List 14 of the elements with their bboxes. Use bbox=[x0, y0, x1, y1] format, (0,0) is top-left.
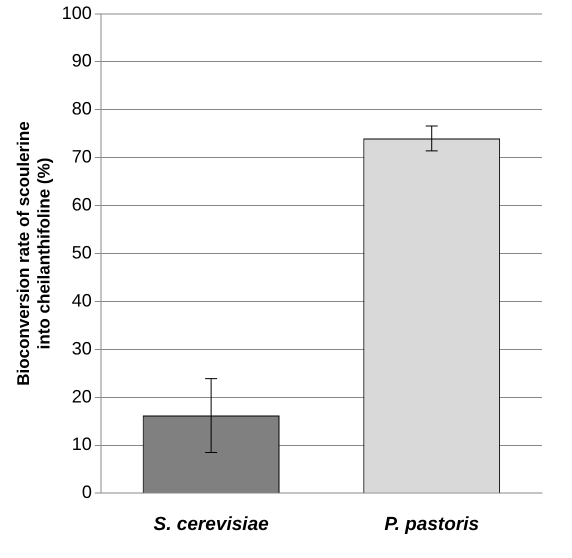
y-tick-label: 10 bbox=[72, 434, 92, 454]
y-tick-label: 30 bbox=[72, 338, 92, 358]
y-tick-label: 0 bbox=[82, 482, 92, 502]
y-tick-label: 50 bbox=[72, 242, 92, 262]
y-tick-label: 40 bbox=[72, 290, 92, 310]
y-tick-label: 100 bbox=[62, 2, 92, 23]
y-axis-title: Bioconversion rate of scoulerine into cheilanthifoline (%) bbox=[14, 121, 54, 386]
y-tick-label: 70 bbox=[72, 146, 92, 167]
y-tick-label: 20 bbox=[72, 386, 92, 406]
x-tick-label: P. pastoris bbox=[384, 514, 480, 535]
y-tick-label: 90 bbox=[72, 50, 92, 71]
x-tick-label: S. cerevisiae bbox=[154, 514, 270, 535]
y-tick-label: 60 bbox=[72, 194, 92, 215]
y-tick-label: 80 bbox=[72, 98, 92, 119]
